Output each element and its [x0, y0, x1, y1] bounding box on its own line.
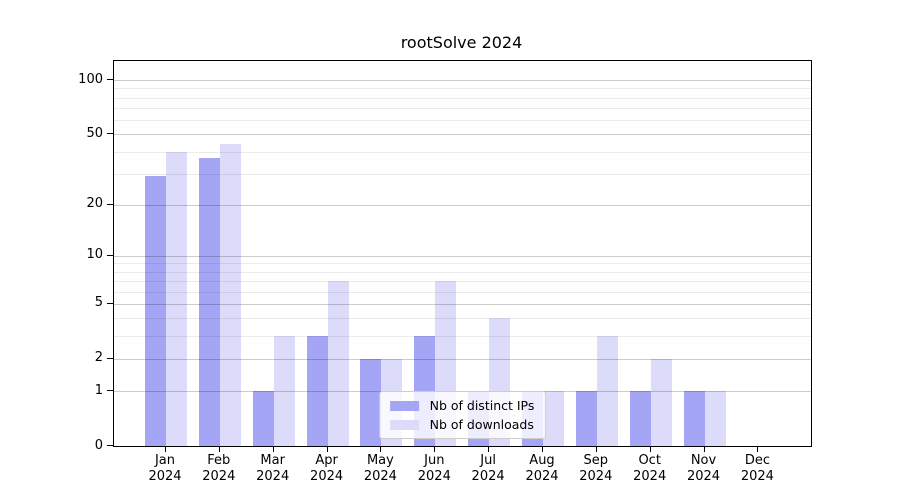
- y-tick-label-1: 1: [94, 382, 103, 398]
- bar-ips-oct: [629, 391, 651, 446]
- y-tick-mark-100: [107, 79, 113, 81]
- gridline-major-20: [114, 204, 811, 206]
- x-tick-mark-nov: [703, 447, 705, 452]
- gridline-minor-7: [114, 281, 811, 283]
- bar-downloads-mar: [273, 336, 295, 446]
- x-tick-label-aug: Aug 2024: [525, 453, 559, 484]
- legend-item-distinct-ips: Nb of distinct IPs: [389, 398, 535, 413]
- y-tick-label-100: 100: [78, 71, 103, 87]
- gridline-minor-30: [114, 173, 811, 175]
- bar-downloads-oct: [650, 358, 672, 446]
- x-tick-label-sep: Sep 2024: [579, 453, 613, 484]
- bar-downloads-jan: [166, 151, 187, 446]
- x-tick-label-jul: Jul 2024: [471, 453, 505, 484]
- x-tick-label-feb: Feb 2024: [202, 453, 236, 484]
- gridline-minor-3: [114, 336, 811, 338]
- bar-ips-apr: [306, 336, 328, 446]
- bar-ips-feb: [198, 157, 220, 446]
- x-tick-mark-aug: [542, 447, 543, 452]
- chart-title: rootSolve 2024: [400, 33, 523, 52]
- bar-ips-mar: [252, 391, 274, 446]
- legend-swatch-ips: [389, 400, 419, 411]
- plot-area: Nb of distinct IPs Nb of downloads: [113, 60, 812, 447]
- x-tick-mark-may: [380, 447, 382, 452]
- x-tick-mark-jan: [165, 447, 166, 452]
- bar-ips-may: [360, 358, 382, 446]
- y-tick-label-50: 50: [86, 125, 103, 141]
- x-tick-mark-jun: [434, 447, 436, 452]
- gridline-major-2: [114, 358, 811, 360]
- x-tick-label-jun: Jun 2024: [417, 453, 451, 484]
- legend-swatch-downloads: [389, 419, 419, 430]
- gridline-major-5: [114, 303, 811, 305]
- bar-ips-sep: [575, 391, 597, 446]
- gridline-minor-8: [114, 271, 811, 273]
- gridline-major-10: [114, 255, 811, 257]
- gridline-minor-90: [114, 88, 811, 90]
- x-tick-label-may: May 2024: [363, 453, 397, 484]
- bar-ips-jan: [145, 176, 166, 446]
- gridline-major-50: [114, 134, 811, 136]
- x-tick-mark-jul: [488, 447, 490, 452]
- x-tick-label-dec: Dec 2024: [740, 453, 774, 484]
- y-tick-label-2: 2: [94, 350, 103, 366]
- y-tick-mark-1: [107, 390, 113, 391]
- gridline-minor-80: [114, 97, 811, 99]
- gridline-minor-9: [114, 263, 811, 265]
- x-tick-mark-sep: [595, 447, 597, 452]
- y-tick-label-5: 5: [94, 295, 103, 311]
- gridline-minor-4: [114, 318, 811, 320]
- y-tick-label-0: 0: [94, 437, 103, 453]
- grid-layer: [114, 61, 811, 446]
- x-tick-mark-apr: [326, 447, 328, 452]
- y-tick-mark-20: [107, 203, 113, 205]
- y-tick-mark-10: [107, 254, 113, 256]
- bar-downloads-aug: [542, 391, 564, 446]
- x-tick-mark-oct: [649, 447, 651, 452]
- bar-downloads-nov: [704, 391, 726, 446]
- legend-label-ips: Nb of distinct IPs: [429, 398, 535, 413]
- x-tick-label-oct: Oct 2024: [633, 453, 667, 484]
- bar-downloads-sep: [596, 336, 618, 446]
- x-tick-mark-mar: [272, 447, 274, 452]
- x-tick-label-nov: Nov 2024: [686, 453, 721, 484]
- bar-ips-nov: [683, 391, 705, 446]
- x-tick-label-jan: Jan 2024: [148, 453, 182, 484]
- x-tick-mark-dec: [757, 447, 759, 452]
- y-tick-mark-2: [107, 357, 113, 359]
- gridline-minor-70: [114, 108, 811, 109]
- y-tick-mark-0: [107, 445, 113, 446]
- bar-downloads-apr: [327, 281, 349, 446]
- gridline-minor-40: [114, 151, 811, 153]
- y-tick-mark-5: [107, 302, 113, 304]
- gridline-minor-60: [114, 120, 811, 122]
- x-tick-label-mar: Mar 2024: [256, 453, 290, 484]
- x-tick-mark-feb: [218, 447, 220, 452]
- bar-downloads-feb: [219, 144, 241, 446]
- y-tick-label-20: 20: [86, 196, 103, 212]
- x-tick-label-apr: Apr 2024: [310, 453, 344, 484]
- y-tick-mark-50: [107, 133, 113, 135]
- gridline-minor-6: [114, 291, 811, 293]
- legend-item-downloads: Nb of downloads: [389, 417, 535, 432]
- gridline-major-100: [114, 80, 811, 82]
- y-tick-label-10: 10: [86, 247, 103, 263]
- legend-label-downloads: Nb of downloads: [429, 417, 534, 432]
- legend: Nb of distinct IPs Nb of downloads: [378, 391, 547, 439]
